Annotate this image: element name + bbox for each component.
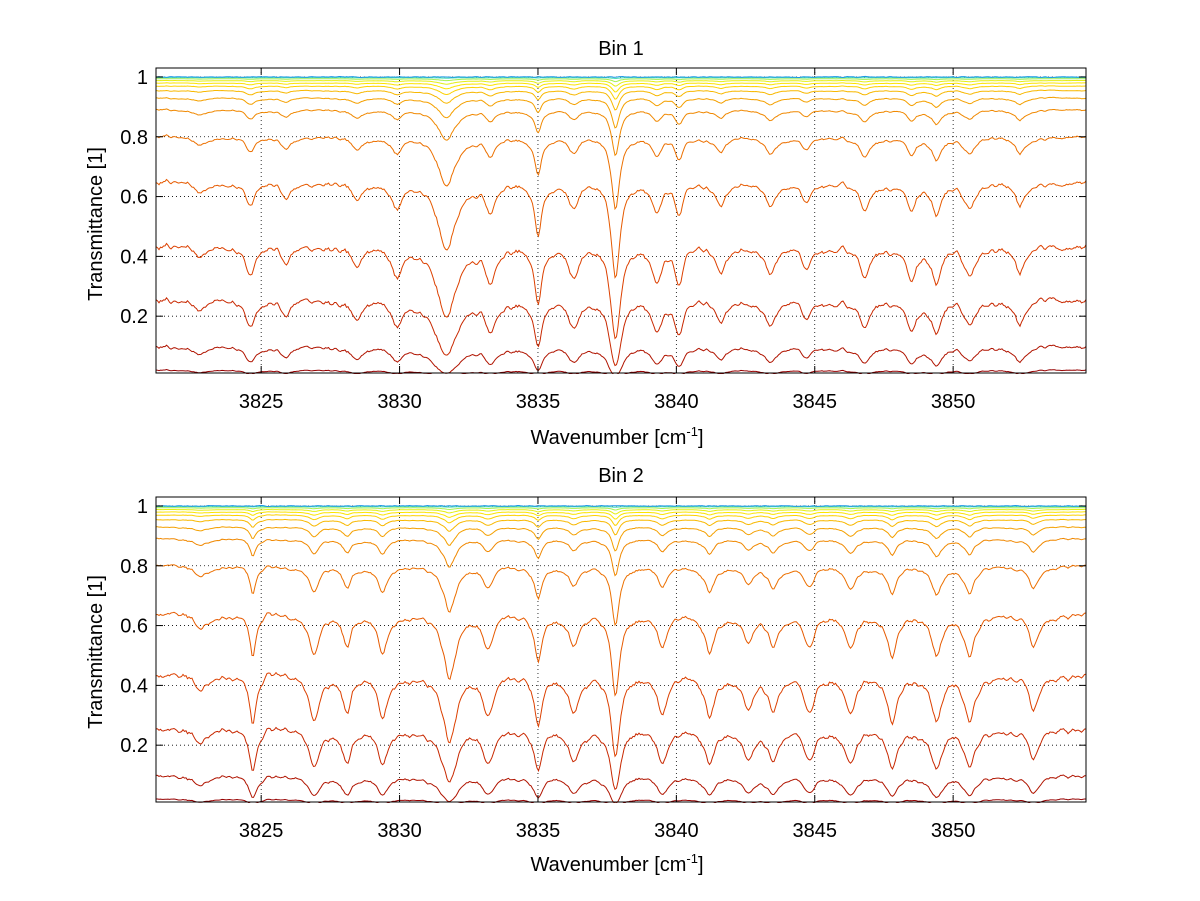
transmittance-series-13 [156,79,1086,87]
chart-title: Bin 1 [598,38,644,60]
x-tick-label: 3845 [793,391,838,413]
y-ticks: 0.2 0.4 0.6 0.8 1 [120,67,1086,328]
x-tick-label: 3850 [931,391,976,413]
x-tick-label: 3840 [654,391,699,413]
x-tick-label: 3830 [377,391,422,413]
y-ticks: 0.2 0.4 0.6 0.8 1 [120,496,1086,757]
plot-frame [155,67,1087,374]
y-tick-label: 0.4 [120,675,148,697]
x-axis-label: Wavenumber [cm-1] [530,424,703,449]
y-tick-label: 0.6 [120,616,148,638]
transmittance-series-4 [156,726,1086,791]
transmittance-series-5 [156,671,1086,758]
y-tick-label: 0.2 [120,306,148,328]
transmittance-series-3 [156,774,1086,803]
x-ticks: 3825 3830 3835 3840 3845 3850 [239,497,975,842]
panel-bin-2: 3825 3830 3835 3840 3845 3850 0.2 0.4 0.6 0.8 1 B… [85,465,1087,876]
transmittance-series-14 [156,507,1086,511]
x-ticks: 3825 3830 3835 3840 3845 3850 [239,68,975,413]
y-tick-label: 1 [137,67,148,89]
y-tick-label: 0.6 [120,187,148,209]
transmittance-series-6 [156,611,1086,697]
transmittance-series-4 [156,296,1086,367]
transmittance-series-15 [156,76,1086,79]
y-tick-label: 0.8 [120,127,148,149]
transmittance-series-5 [156,242,1086,340]
transmittance-series-11 [156,514,1086,526]
series-lines [156,75,1086,374]
x-tick-label: 3835 [516,391,561,413]
transmittance-series-14 [156,78,1086,83]
x-tick-label: 3825 [239,820,284,842]
transmittance-series-7 [156,564,1086,627]
transmittance-series-8 [156,537,1086,577]
transmittance-series-8 [156,108,1086,157]
y-tick-label: 0.2 [120,735,148,757]
series-lines [156,504,1086,803]
transmittance-series-13 [156,508,1086,515]
transmittance-series-12 [156,511,1086,520]
chart-title: Bin 2 [598,465,644,487]
transmittance-series-10 [156,89,1086,111]
transmittance-series-9 [156,526,1086,552]
x-tick-label: 3835 [516,820,561,842]
x-tick-label: 3840 [654,820,699,842]
y-tick-label: 1 [137,496,148,518]
transmittance-series-7 [156,134,1086,211]
x-axis-label: Wavenumber [cm-1] [530,851,703,876]
transmittance-series-16 [156,75,1086,79]
transmittance-series-12 [156,82,1086,93]
y-tick-label: 0.8 [120,556,148,578]
transmittance-series-2 [156,368,1086,374]
plot-frame [155,496,1087,803]
transmittance-series-10 [156,518,1086,536]
transmittance-series-16 [156,504,1086,508]
transmittance-series-6 [156,178,1086,279]
x-tick-label: 3845 [793,820,838,842]
y-axis-label: Transmittance [1] [85,147,107,301]
transmittance-series-11 [156,85,1086,100]
transmittance-series-3 [156,344,1086,374]
y-tick-label: 0.4 [120,246,148,268]
plot-area [156,68,1086,373]
transmittance-series-9 [156,96,1086,129]
transmittance-series-15 [156,506,1086,508]
x-tick-label: 3850 [931,820,976,842]
x-tick-label: 3830 [377,820,422,842]
panel-bin-1: 3825 3830 3835 3840 3845 3850 0.2 0.4 0.6 0.8 1 B… [85,38,1087,449]
y-axis-label: Transmittance [1] [85,575,107,729]
x-tick-label: 3825 [239,391,284,413]
